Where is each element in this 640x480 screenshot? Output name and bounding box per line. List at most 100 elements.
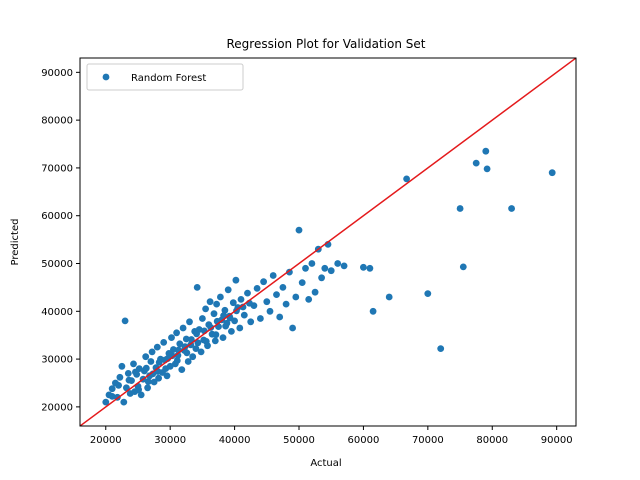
scatter-point bbox=[173, 329, 181, 337]
scatter-point bbox=[181, 343, 189, 351]
scatter-point bbox=[213, 300, 221, 308]
x-tick-label: 40000 bbox=[219, 435, 251, 446]
x-tick-label: 60000 bbox=[348, 435, 380, 446]
y-tick-label: 80000 bbox=[41, 116, 73, 127]
scatter-point bbox=[289, 324, 296, 332]
y-tick-label: 70000 bbox=[41, 163, 73, 174]
x-tick-label: 30000 bbox=[154, 435, 186, 446]
scatter-point bbox=[237, 296, 245, 303]
chart-title: Regression Plot for Validation Set bbox=[227, 37, 426, 51]
scatter-point bbox=[263, 298, 271, 306]
scatter-point bbox=[459, 263, 467, 271]
scatter-point bbox=[193, 330, 201, 338]
scatter-point bbox=[178, 366, 186, 373]
scatter-point bbox=[548, 169, 556, 177]
scatter-point bbox=[266, 307, 274, 315]
scatter-point bbox=[298, 279, 306, 286]
scatter-point bbox=[124, 370, 132, 377]
y-axis-ticks: 20000 30000 40000 50000 60000 70000 80000 90000 bbox=[41, 68, 80, 413]
scatter-point bbox=[193, 284, 201, 291]
x-axis-ticks: 20000 30000 40000 50000 60000 70000 80000 90000 bbox=[90, 426, 573, 446]
legend-marker bbox=[102, 73, 110, 81]
scatter-point bbox=[305, 296, 313, 303]
y-tick-label: 40000 bbox=[41, 307, 73, 318]
scatter-point bbox=[340, 262, 348, 270]
scatter-point bbox=[210, 310, 218, 318]
scatter-point bbox=[202, 305, 210, 313]
scatter-point bbox=[279, 284, 287, 291]
scatter-point bbox=[168, 334, 175, 341]
scatter-point bbox=[244, 289, 251, 297]
scatter-point bbox=[483, 165, 491, 173]
scatter-point bbox=[295, 226, 303, 234]
x-axis-label: Actual bbox=[310, 458, 341, 469]
scatter-point bbox=[170, 346, 177, 353]
scatter-point bbox=[135, 386, 143, 394]
scatter-point bbox=[229, 299, 237, 307]
x-tick-label: 90000 bbox=[541, 435, 573, 446]
scatter-point bbox=[162, 365, 170, 372]
scatter-point bbox=[132, 368, 139, 376]
y-tick-label: 50000 bbox=[41, 259, 73, 270]
scatter-point bbox=[482, 147, 490, 155]
x-tick-label: 20000 bbox=[90, 435, 122, 446]
scatter-point bbox=[508, 205, 515, 212]
scatter-point bbox=[318, 274, 325, 282]
scatter-point bbox=[472, 159, 480, 167]
legend-box bbox=[86, 63, 244, 91]
scatter-point bbox=[222, 322, 230, 330]
scatter-point bbox=[125, 376, 133, 384]
scatter-point bbox=[142, 364, 150, 372]
scatter-point bbox=[292, 293, 300, 301]
scatter-point bbox=[221, 306, 229, 314]
scatter-point bbox=[149, 370, 157, 378]
scatter-point bbox=[160, 339, 168, 346]
scatter-point bbox=[163, 372, 171, 380]
scatter-point bbox=[182, 335, 190, 343]
scatter-point bbox=[153, 343, 161, 351]
scatter-point bbox=[456, 205, 464, 212]
scatter-point bbox=[179, 324, 187, 332]
scatter-point bbox=[228, 328, 235, 335]
scatter-point bbox=[183, 349, 191, 357]
x-tick-label: 50000 bbox=[283, 435, 315, 446]
scatter-point bbox=[115, 382, 122, 389]
y-tick-label: 20000 bbox=[41, 402, 73, 413]
scatter-point bbox=[150, 378, 158, 386]
scatter-point bbox=[366, 264, 374, 272]
scatter-point bbox=[118, 362, 126, 370]
scatter-point bbox=[148, 348, 156, 356]
scatter-point bbox=[308, 260, 316, 267]
scatter-point bbox=[437, 345, 445, 352]
scatter-point bbox=[130, 360, 137, 368]
reference-line bbox=[80, 58, 576, 426]
x-tick-label: 80000 bbox=[476, 435, 508, 446]
scatter-point bbox=[202, 338, 210, 345]
scatter-point bbox=[207, 324, 215, 331]
scatter-point bbox=[108, 385, 116, 393]
scatter-point bbox=[206, 298, 214, 306]
scatter-point bbox=[257, 315, 264, 322]
scatter-point bbox=[260, 278, 267, 286]
scatter-point bbox=[199, 315, 206, 322]
scatter-point bbox=[155, 374, 163, 382]
scatter-point bbox=[286, 268, 293, 276]
scatter-point bbox=[224, 286, 232, 294]
scatter-point bbox=[121, 317, 129, 325]
scatter-point bbox=[192, 345, 200, 352]
scatter-point bbox=[144, 378, 152, 385]
x-tick-label: 70000 bbox=[412, 435, 444, 446]
scatter-point bbox=[403, 175, 410, 183]
scatter-point bbox=[144, 384, 152, 392]
scatter-point bbox=[282, 300, 290, 308]
scatter-point bbox=[385, 293, 393, 301]
legend: Random Forest bbox=[86, 63, 244, 91]
scatter-point bbox=[276, 313, 284, 321]
y-tick-label: 90000 bbox=[41, 68, 73, 79]
scatter-point bbox=[137, 391, 145, 399]
scatter-point bbox=[247, 318, 255, 326]
scatter-point bbox=[197, 348, 205, 356]
scatter-point bbox=[236, 324, 244, 332]
scatter-point bbox=[269, 272, 277, 279]
